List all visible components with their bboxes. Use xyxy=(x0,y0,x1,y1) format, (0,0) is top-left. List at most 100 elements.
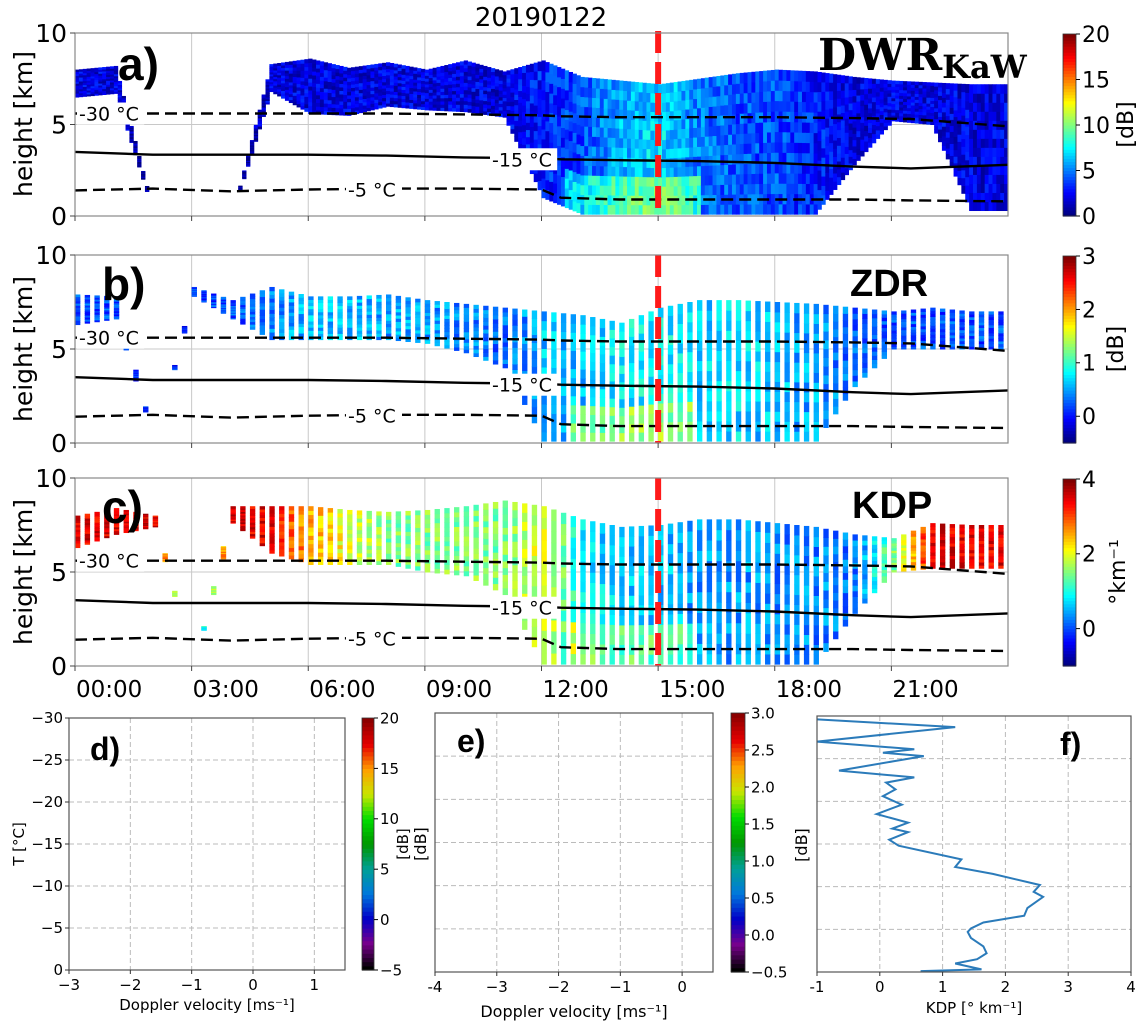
echo-cell xyxy=(852,358,858,365)
echo-cell xyxy=(473,349,479,354)
echo-cell xyxy=(978,322,985,326)
echo-cell xyxy=(599,318,606,329)
echo-cell xyxy=(677,323,683,334)
echo-cell xyxy=(726,330,732,341)
echo-cell xyxy=(945,99,951,106)
echo-cell xyxy=(113,532,120,535)
echo-cell xyxy=(638,378,645,388)
echo-cell xyxy=(440,94,445,99)
echo-cell xyxy=(366,552,372,558)
echo-cell xyxy=(786,90,791,102)
echo-cell xyxy=(230,515,236,518)
echo-cell xyxy=(300,77,305,82)
echo-cell xyxy=(84,294,91,298)
echo-cell xyxy=(393,100,399,105)
echo-cell xyxy=(918,117,923,121)
echo-cell xyxy=(965,151,970,161)
echo-cell xyxy=(716,431,722,442)
echo-cell xyxy=(704,106,710,118)
echo-cell xyxy=(568,189,573,200)
echo-cell xyxy=(803,313,810,324)
echo-cell xyxy=(724,204,729,215)
echo-cell xyxy=(895,95,900,99)
echo-cell xyxy=(735,330,742,341)
echo-cell xyxy=(541,168,546,179)
echo-cell xyxy=(386,93,391,98)
echo-cell xyxy=(751,102,756,113)
echo-cell xyxy=(883,126,888,131)
echo-cell xyxy=(638,324,645,334)
echo-cell xyxy=(743,204,748,215)
echo-cell xyxy=(463,89,469,94)
echo-cell xyxy=(941,107,947,113)
echo-cell xyxy=(298,518,304,523)
echo-cell xyxy=(570,341,577,351)
echo-cell xyxy=(337,516,343,522)
echo-cell xyxy=(560,68,566,79)
echo-cell xyxy=(374,102,379,107)
echo-cell xyxy=(133,523,139,526)
echo-cell xyxy=(90,77,95,81)
echo-cell xyxy=(75,77,80,80)
echo-cell xyxy=(553,173,558,184)
echo-cell xyxy=(778,80,783,91)
echo-cell xyxy=(78,84,84,88)
echo-cell xyxy=(903,84,908,88)
echo-cell xyxy=(856,77,861,84)
echo-cell xyxy=(570,377,577,388)
echo-cell xyxy=(662,102,667,113)
echo-cell xyxy=(697,360,703,372)
echo-cell xyxy=(273,74,278,78)
echo-cell xyxy=(434,323,440,328)
echo-cell xyxy=(891,311,897,315)
echo-cell xyxy=(84,533,91,537)
echo-cell xyxy=(895,89,900,93)
echo-cell xyxy=(94,93,99,96)
echo-cell xyxy=(413,85,418,89)
echo-cell xyxy=(514,89,519,95)
echo-cell xyxy=(358,66,364,70)
echo-cell xyxy=(794,173,799,184)
echo-cell xyxy=(823,401,829,411)
echo-cell xyxy=(969,335,975,339)
echo-cell xyxy=(405,306,411,311)
echo-cell xyxy=(770,80,776,92)
echo-cell xyxy=(669,120,675,131)
echo-cell xyxy=(347,548,353,554)
echo-cell xyxy=(354,110,360,115)
echo-cell xyxy=(665,167,671,178)
echo-cell xyxy=(298,553,304,559)
echo-cell xyxy=(794,183,799,195)
echo-cell xyxy=(455,83,461,88)
echo-cell xyxy=(304,77,309,83)
echo-cell xyxy=(914,81,919,86)
echo-cell xyxy=(634,110,640,121)
echo-cell xyxy=(697,88,702,99)
echo-cell xyxy=(969,327,975,331)
echo-cell xyxy=(836,129,842,138)
echo-cell xyxy=(473,330,479,335)
echo-cell xyxy=(417,106,422,110)
echo-cell xyxy=(687,311,693,323)
echo-cell xyxy=(490,74,496,79)
echo-cell xyxy=(840,97,846,106)
echo-cell xyxy=(770,152,776,164)
echo-cell xyxy=(910,312,917,316)
echo-cell xyxy=(871,78,877,84)
echo-cell xyxy=(354,96,360,101)
echo-cell xyxy=(444,94,449,99)
echo-cell xyxy=(941,126,947,132)
colorbar-segment xyxy=(1063,374,1076,379)
echo-cell xyxy=(129,130,134,133)
echo-cell xyxy=(492,339,499,345)
echo-cell xyxy=(590,343,596,353)
echo-cell xyxy=(94,297,100,300)
echo-cell xyxy=(102,76,107,80)
colorbar-segment xyxy=(1063,73,1076,78)
echo-cell xyxy=(685,80,690,91)
echo-cell xyxy=(531,318,538,328)
echo-cell xyxy=(901,313,907,317)
echo-cell xyxy=(784,401,790,412)
